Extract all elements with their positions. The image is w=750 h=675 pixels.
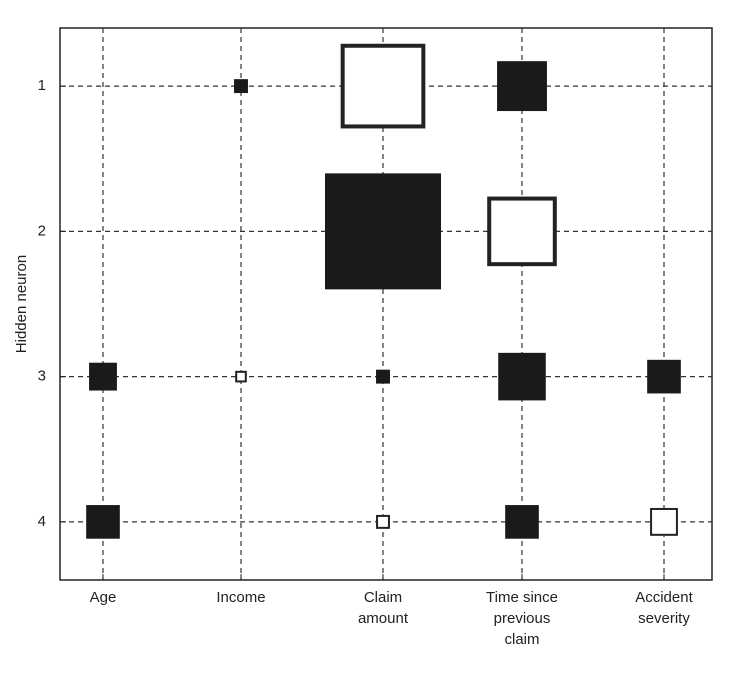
y-tick-label: 2: [38, 222, 46, 239]
hinton-square: [340, 43, 426, 129]
hinton-square: [235, 370, 247, 383]
y-tick-label: 4: [38, 513, 46, 530]
plot-frame: [59, 27, 713, 581]
x-tick-label: Income: [216, 589, 265, 606]
x-tick-label: amount: [358, 610, 409, 627]
x-tick-label: Claim: [364, 589, 402, 606]
hinton-square: [86, 505, 120, 539]
hinton-square: [234, 79, 248, 94]
hinton-square: [505, 505, 539, 539]
hinton-square: [376, 514, 390, 529]
x-tick-label: Accident: [635, 589, 693, 606]
hinton-square: [647, 359, 681, 394]
y-tick-label: 3: [38, 368, 46, 385]
x-tick-label: Age: [90, 589, 117, 606]
y-axis-label: Hidden neuron: [13, 255, 30, 353]
x-tick-label: previous: [494, 610, 551, 627]
y-tick-label: 1: [38, 77, 46, 94]
hinton-square: [376, 369, 390, 384]
hinton-square: [498, 352, 546, 401]
hinton-square: [325, 173, 441, 290]
hinton-square: [650, 507, 678, 536]
x-tick-label: severity: [638, 610, 690, 627]
x-tick-label: Time since: [486, 589, 558, 606]
hinton-square: [89, 362, 117, 391]
hinton-square: [497, 61, 547, 112]
hinton-square: [487, 196, 557, 267]
x-tick-label: claim: [504, 631, 539, 648]
